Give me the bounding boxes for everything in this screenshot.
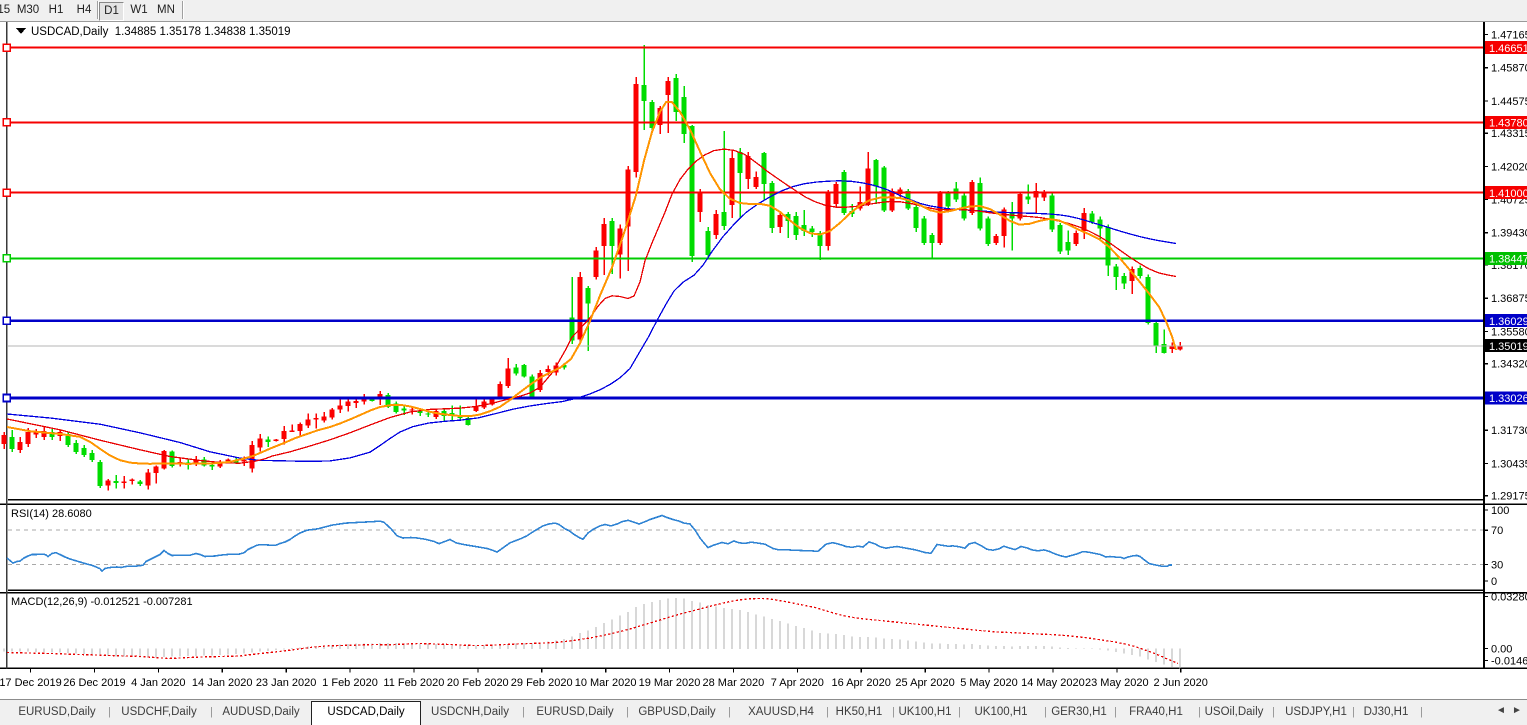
svg-text:1.39430: 1.39430 [1491,228,1527,240]
svg-text:1.46651: 1.46651 [1489,43,1527,55]
svg-text:23 May 2020: 23 May 2020 [1085,677,1149,689]
svg-text:1.35019: 1.35019 [1489,341,1527,353]
svg-text:30: 30 [1491,559,1503,571]
svg-text:1.47165: 1.47165 [1491,29,1527,41]
svg-text:70: 70 [1491,525,1503,537]
svg-text:26 Dec 2019: 26 Dec 2019 [63,677,125,689]
svg-text:1.33026: 1.33026 [1489,393,1527,405]
svg-text:1.34320: 1.34320 [1491,359,1527,371]
svg-text:29 Feb 2020: 29 Feb 2020 [511,677,573,689]
svg-text:RSI(14) 28.6080: RSI(14) 28.6080 [11,508,92,520]
svg-text:MACD(12,26,9) -0.012521 -0.007: MACD(12,26,9) -0.012521 -0.007281 [11,596,193,608]
svg-text:0.00: 0.00 [1491,644,1512,656]
svg-text:-0.01467: -0.01467 [1491,656,1527,668]
svg-text:1.43780: 1.43780 [1489,118,1527,130]
svg-text:1.35580: 1.35580 [1491,326,1527,338]
svg-text:20 Feb 2020: 20 Feb 2020 [447,677,509,689]
svg-text:1.42020: 1.42020 [1491,161,1527,173]
svg-text:1.30435: 1.30435 [1491,458,1527,470]
svg-text:1 Feb 2020: 1 Feb 2020 [322,677,378,689]
svg-text:28 Mar 2020: 28 Mar 2020 [703,677,765,689]
svg-text:1.41000: 1.41000 [1489,188,1527,200]
svg-text:23 Jan 2020: 23 Jan 2020 [256,677,317,689]
svg-text:0: 0 [1491,576,1497,588]
svg-text:4 Jan 2020: 4 Jan 2020 [131,677,185,689]
svg-text:14 May 2020: 14 May 2020 [1021,677,1085,689]
svg-text:1.45870: 1.45870 [1491,63,1527,75]
svg-text:25 Apr 2020: 25 Apr 2020 [895,677,954,689]
svg-text:1.29175: 1.29175 [1491,491,1527,503]
svg-text:10 Mar 2020: 10 Mar 2020 [575,677,637,689]
svg-text:5 May 2020: 5 May 2020 [960,677,1017,689]
svg-text:11 Feb 2020: 11 Feb 2020 [383,677,444,689]
svg-text:100: 100 [1491,505,1509,517]
svg-text:1.31730: 1.31730 [1491,425,1527,437]
svg-text:19 Mar 2020: 19 Mar 2020 [639,677,701,689]
svg-text:1.36875: 1.36875 [1491,293,1527,305]
svg-text:2 Jun 2020: 2 Jun 2020 [1153,677,1207,689]
svg-text:1.44575: 1.44575 [1491,96,1527,108]
svg-text:16 Apr 2020: 16 Apr 2020 [832,677,891,689]
svg-text:1.38447: 1.38447 [1489,254,1527,266]
svg-text:0.032807: 0.032807 [1491,592,1527,604]
svg-text:1.43315: 1.43315 [1491,128,1527,140]
svg-text:1.36029: 1.36029 [1489,316,1527,328]
svg-text:USDCAD,Daily 1.34885 1.35178: USDCAD,Daily 1.34885 1.35178 1.34838 1.3… [31,26,291,38]
svg-text:14 Jan 2020: 14 Jan 2020 [192,677,253,689]
svg-text:17 Dec 2019: 17 Dec 2019 [0,677,62,689]
svg-text:7 Apr 2020: 7 Apr 2020 [771,677,824,689]
